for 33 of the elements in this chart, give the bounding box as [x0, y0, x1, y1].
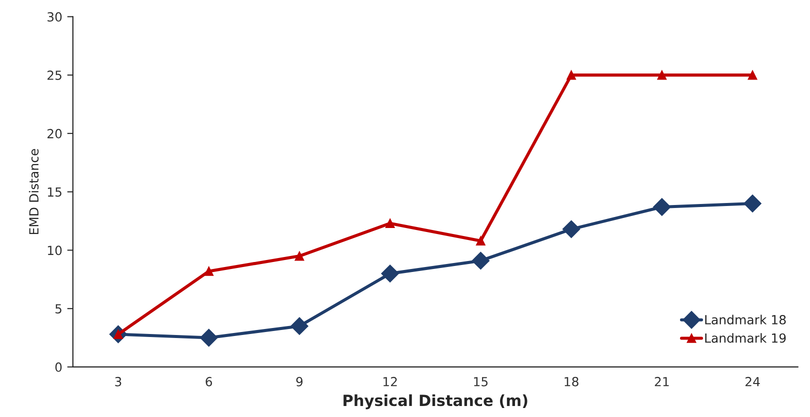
point — [653, 198, 671, 216]
point — [657, 70, 667, 80]
x-tick-label: 3 — [115, 376, 122, 386]
point — [290, 317, 308, 335]
point — [381, 264, 399, 282]
x-tick-label: 15 — [474, 377, 488, 386]
x-axis-title: Physical Distance (m) — [344, 394, 528, 410]
point — [748, 70, 758, 80]
point — [204, 266, 214, 276]
x-tick-label: 12 — [383, 376, 397, 386]
point — [200, 328, 218, 347]
point — [744, 194, 762, 212]
x-tick-label: 9 — [296, 376, 303, 386]
y-tick-label: 30 — [48, 12, 62, 22]
y-axis-title: EMD Distance — [28, 149, 39, 234]
y-tick-label: 5 — [55, 304, 62, 314]
x-tick-label: 6 — [206, 376, 212, 386]
point — [472, 252, 490, 270]
y-tick-label: 25 — [47, 70, 62, 80]
y-tick-label: 15 — [48, 187, 62, 197]
x-tick-label: 21 — [654, 376, 669, 386]
y-tick-label: 10 — [48, 246, 62, 256]
legend-label: Landmark 19 — [705, 333, 786, 343]
x-tick-label: 24 — [746, 376, 760, 386]
x-tick-label: 18 — [564, 376, 578, 386]
point — [562, 220, 580, 238]
point — [385, 218, 395, 228]
y-tick-label: 20 — [47, 128, 62, 138]
legend-label: Landmark 18 — [705, 314, 786, 324]
y-tick-label: 0 — [55, 362, 62, 372]
point — [476, 236, 486, 246]
point — [566, 70, 576, 80]
point — [294, 251, 304, 261]
